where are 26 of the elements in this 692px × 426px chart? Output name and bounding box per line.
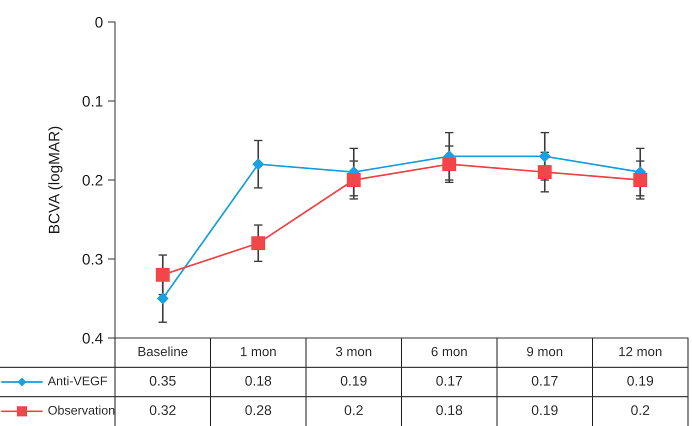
data-label: 0.17	[436, 376, 462, 386]
data-label: 0.19	[532, 405, 558, 416]
x-tick-label: 6 mon	[432, 346, 467, 356]
data-label: 0.19	[340, 376, 367, 386]
data-label: 0.35	[150, 376, 176, 386]
legend-label: Anti-VEGF	[48, 376, 107, 386]
x-tick-label: 9 mon	[527, 346, 562, 356]
y-axis-title: BCVA (logMAR)	[48, 126, 63, 233]
data-label: 0.19	[627, 376, 654, 386]
x-tick-label: 12 mon	[619, 346, 662, 356]
data-label: 0.28	[245, 405, 272, 416]
data-label: 0.18	[436, 405, 462, 416]
y-tick-label: 0.2	[82, 174, 102, 186]
x-tick-label: Baseline	[138, 346, 188, 356]
data-label: 0.18	[245, 376, 272, 386]
y-tick-label: 0	[95, 16, 103, 28]
x-tick-label: 1 mon	[240, 347, 276, 356]
data-label: 0.17	[532, 376, 558, 386]
data-label: 0.2	[344, 405, 363, 416]
data-label: 0.32	[150, 405, 176, 416]
y-tick-label: 0.1	[82, 96, 102, 107]
y-tick-label: 0.4	[82, 332, 103, 344]
legend-label: Observation	[48, 406, 114, 415]
y-tick-label: 0.3	[82, 254, 103, 265]
data-label: 0.2	[631, 405, 650, 416]
x-tick-label: 3 mon	[336, 346, 372, 356]
